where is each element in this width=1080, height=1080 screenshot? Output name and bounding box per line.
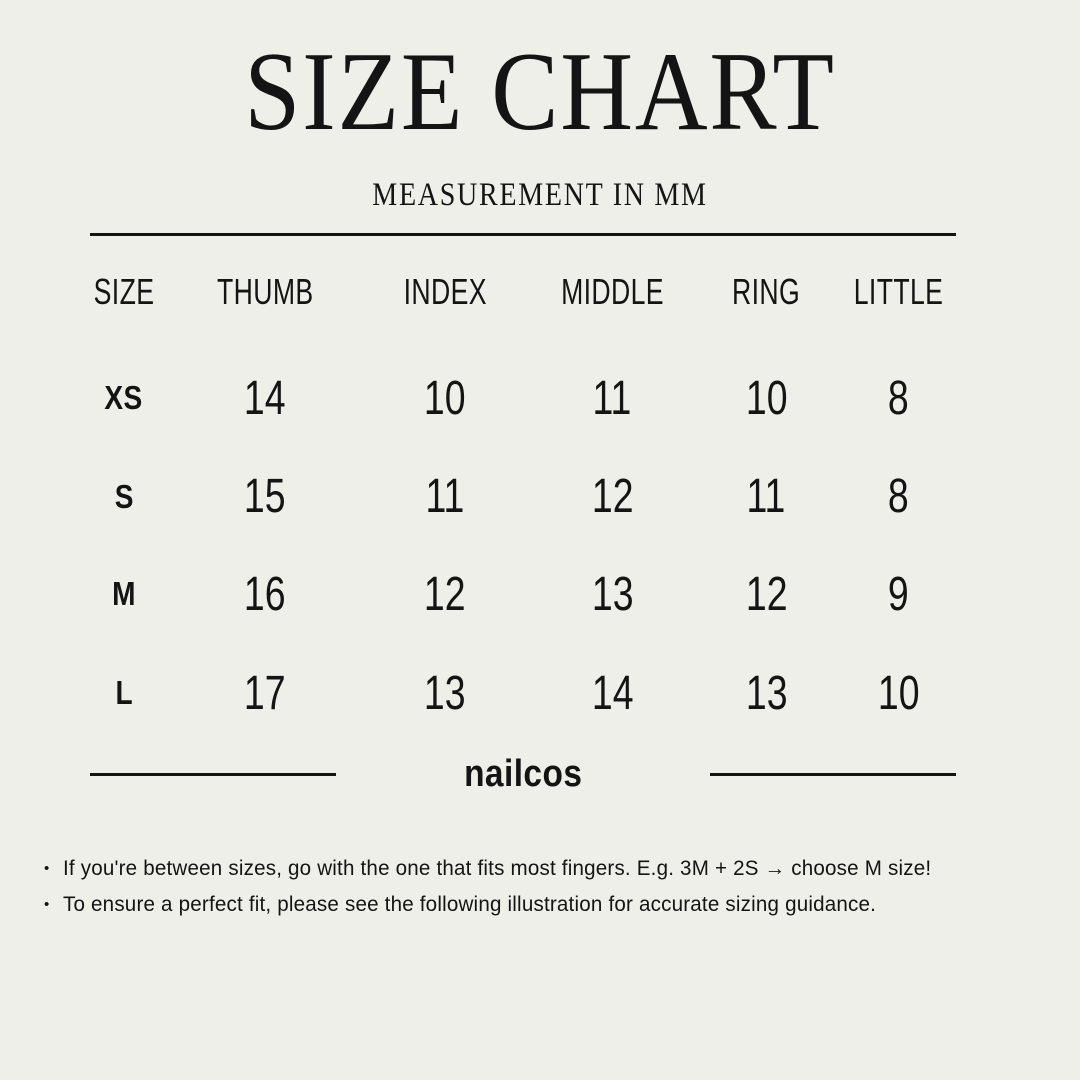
- table-cell: 14: [529, 643, 696, 743]
- row-label-xs: XS: [80, 348, 168, 448]
- brand-row: nailcos: [90, 752, 956, 796]
- row-label-text: XS: [104, 379, 144, 416]
- column-header-label: RING: [732, 271, 801, 312]
- cell-value: 13: [591, 567, 634, 621]
- cell-value: 10: [745, 371, 788, 425]
- cell-value: 14: [591, 666, 634, 720]
- cell-value: 15: [243, 470, 286, 523]
- column-header-label: LITTLE: [853, 271, 944, 312]
- bullet-dot: •: [44, 860, 50, 877]
- cell-value: 14: [243, 371, 286, 425]
- table-cell: 11: [696, 448, 837, 545]
- cell-value: 8: [887, 371, 909, 425]
- cell-value: 13: [745, 666, 788, 720]
- page-title: SIZE CHART: [244, 30, 836, 154]
- bullet-dot: •: [44, 896, 50, 913]
- size-table: SIZE THUMB INDEX MIDDLE RING LITTLE XS 1…: [80, 236, 960, 743]
- table-cell: 11: [529, 348, 696, 448]
- column-header-ring: RING: [696, 236, 837, 348]
- column-header-label: INDEX: [403, 271, 487, 312]
- row-label-l: L: [80, 643, 168, 743]
- table-cell: 16: [168, 545, 362, 643]
- brand-divider-right: [709, 772, 956, 776]
- note-item: • If you're between sizes, go with the o…: [44, 851, 1056, 887]
- brand-name: nailcos: [463, 752, 583, 795]
- row-label-text: M: [112, 575, 136, 612]
- cell-value: 10: [424, 371, 467, 425]
- row-label-text: S: [114, 477, 134, 515]
- row-label-s: S: [80, 448, 168, 545]
- table-cell: 8: [837, 348, 960, 448]
- cell-value: 8: [887, 470, 909, 523]
- note-text: If you're between sizes, go with the one…: [63, 857, 932, 880]
- table-cell: 17: [168, 643, 362, 743]
- cell-value: 17: [243, 666, 286, 720]
- table-cell: 13: [362, 643, 529, 743]
- cell-value: 13: [424, 666, 467, 720]
- cell-value: 9: [887, 567, 909, 621]
- table-cell: 13: [696, 643, 837, 743]
- column-header-label: THUMB: [216, 271, 314, 312]
- column-header-label: SIZE: [93, 271, 155, 312]
- table-cell: 12: [529, 448, 696, 545]
- table-cell: 12: [362, 545, 529, 643]
- table-cell: 11: [362, 448, 529, 545]
- cell-value: 16: [243, 567, 286, 621]
- column-header-size: SIZE: [80, 236, 168, 348]
- table-cell: 10: [696, 348, 837, 448]
- row-label-text: L: [115, 674, 133, 711]
- table-cell: 13: [529, 545, 696, 643]
- table-cell: 14: [168, 348, 362, 448]
- column-header-middle: MIDDLE: [529, 236, 696, 348]
- page-subtitle: MEASUREMENT IN MM: [372, 177, 708, 213]
- table-cell: 9: [837, 545, 960, 643]
- cell-value: 12: [591, 470, 634, 523]
- brand-divider-left: [90, 772, 336, 776]
- column-header-little: LITTLE: [837, 236, 960, 348]
- cell-value: 11: [592, 371, 632, 425]
- column-header-index: INDEX: [362, 236, 529, 348]
- cell-value: 10: [877, 666, 920, 720]
- notes-section: • If you're between sizes, go with the o…: [44, 851, 1056, 923]
- row-label-m: M: [80, 545, 168, 643]
- table-cell: 10: [837, 643, 960, 743]
- table-cell: 15: [168, 448, 362, 545]
- column-header-label: MIDDLE: [560, 271, 664, 312]
- cell-value: 11: [425, 470, 465, 523]
- column-header-thumb: THUMB: [168, 236, 362, 348]
- table-cell: 8: [837, 448, 960, 545]
- table-cell: 10: [362, 348, 529, 448]
- header-divider-line: [90, 233, 956, 236]
- note-item: • To ensure a perfect fit, please see th…: [44, 887, 1056, 923]
- cell-value: 11: [746, 470, 786, 523]
- note-text: To ensure a perfect fit, please see the …: [63, 893, 877, 916]
- cell-value: 12: [424, 567, 467, 621]
- cell-value: 12: [745, 567, 788, 621]
- table-cell: 12: [696, 545, 837, 643]
